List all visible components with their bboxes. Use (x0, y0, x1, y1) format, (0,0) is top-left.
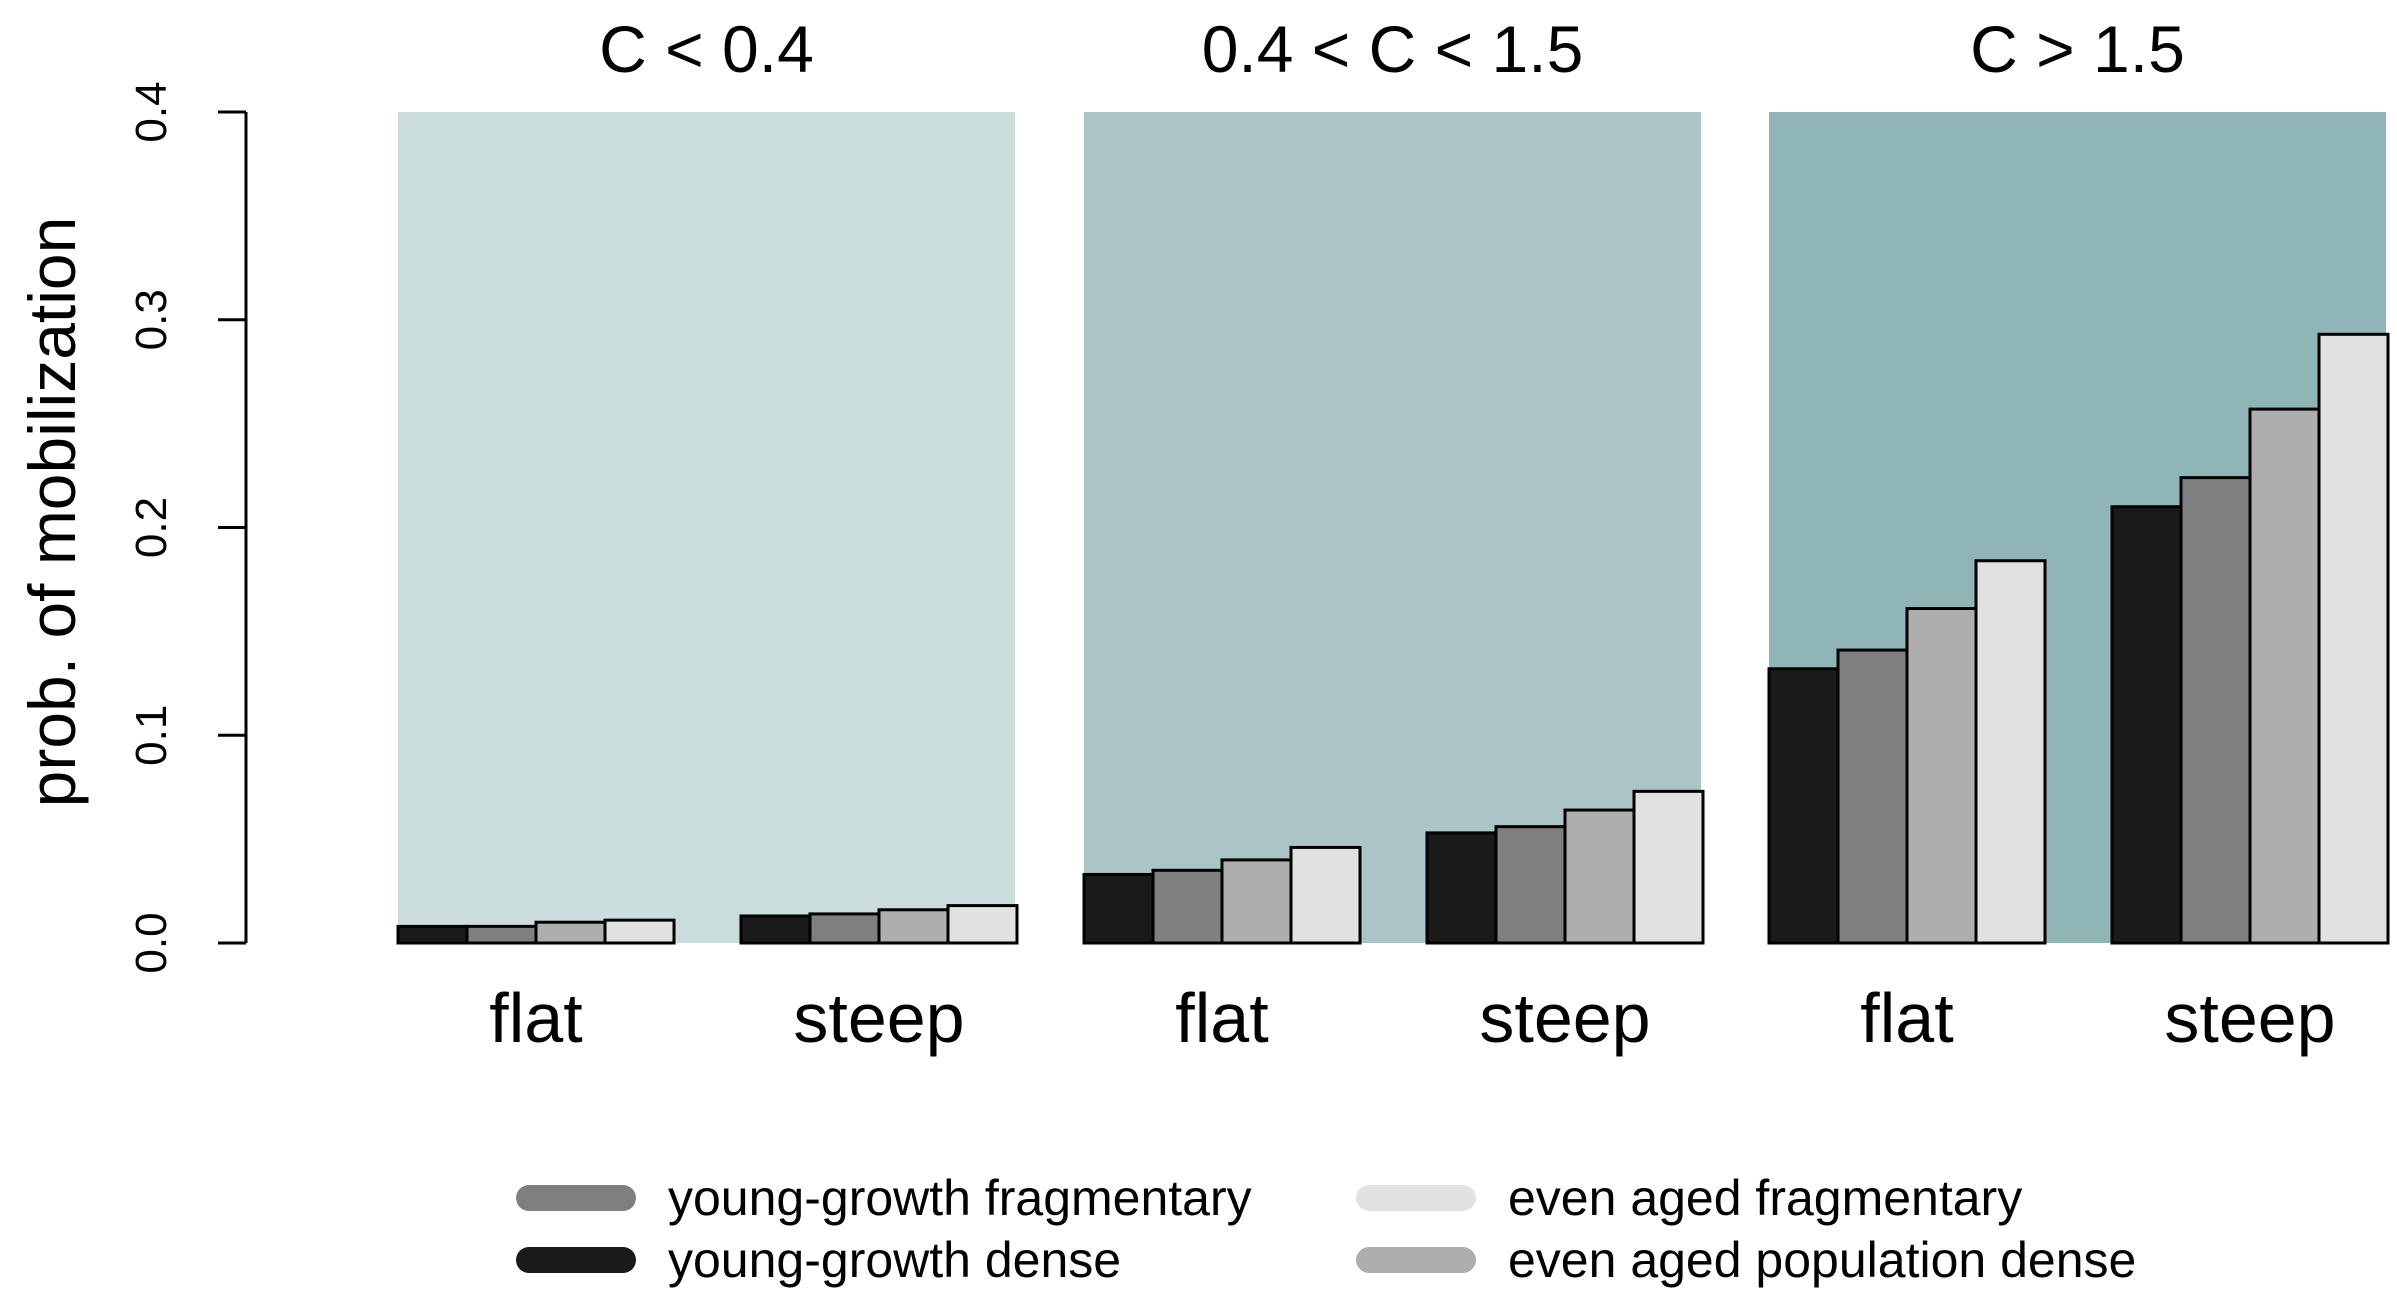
legend-entry: young-growth dense (516, 1232, 1121, 1288)
y-tick-label: 0.3 (127, 289, 176, 350)
bar-steep-series-3 (1563, 808, 1636, 945)
bar-flat-series-4 (1974, 559, 2047, 945)
legend: young-growth fragmentary even aged fragme… (516, 1170, 2136, 1288)
x-category-label: flat (1175, 979, 1268, 1057)
bar-flat-series-1 (1767, 667, 1840, 945)
legend-label: even aged fragmentary (1508, 1170, 2022, 1226)
bar-steep-series-1 (739, 914, 812, 945)
legend-entry: even aged population dense (1356, 1232, 2136, 1288)
bar-flat-series-2 (1151, 868, 1224, 945)
bar-flat-series-2 (465, 924, 538, 945)
panel-background (398, 112, 1015, 943)
legend-swatch (516, 1247, 636, 1273)
legend-label: young-growth dense (668, 1232, 1121, 1288)
panel-2: 0.4 < C < 1.5 flat steep (1082, 12, 1705, 1057)
bar-flat-series-3 (1905, 607, 1978, 945)
panel-background (1084, 112, 1701, 943)
panel-title: C > 1.5 (1970, 12, 2185, 86)
bar-steep-series-1 (2110, 505, 2183, 945)
y-tick-label: 0.4 (127, 81, 176, 142)
x-category-label: steep (2164, 979, 2335, 1057)
x-category-label: flat (1860, 979, 1953, 1057)
bar-steep-series-4 (946, 904, 1019, 945)
y-tick-label: 0.2 (127, 497, 176, 558)
y-tick-label: 0.1 (127, 705, 176, 766)
bar-flat-series-2 (1836, 648, 1909, 945)
bar-flat-series-3 (534, 920, 607, 945)
panel-title: C < 0.4 (599, 12, 814, 86)
bar-steep-series-4 (1632, 789, 1705, 945)
legend-entry: even aged fragmentary (1356, 1170, 2022, 1226)
bar-steep-series-2 (2179, 476, 2252, 945)
bar-steep-series-3 (2248, 407, 2321, 945)
legend-swatch (516, 1185, 636, 1211)
bar-flat-series-1 (1082, 872, 1155, 945)
x-category-label: steep (793, 979, 964, 1057)
y-axis: 0.0 0.1 0.2 0.3 0.4 (127, 81, 248, 974)
x-category-label: steep (1479, 979, 1650, 1057)
panel-title: 0.4 < C < 1.5 (1202, 12, 1584, 86)
bar-steep-series-2 (1494, 825, 1567, 945)
legend-label: even aged population dense (1508, 1232, 2136, 1288)
bar-flat-series-3 (1220, 858, 1293, 945)
bar-flat-series-1 (396, 924, 469, 945)
bar-flat-series-4 (1289, 845, 1362, 945)
bar-steep-series-1 (1425, 831, 1498, 945)
bar-steep-series-2 (808, 912, 881, 945)
legend-swatch (1356, 1185, 1476, 1211)
bar-flat-series-4 (603, 918, 676, 945)
y-axis-label: prob. of mobilization (15, 217, 89, 808)
bar-steep-series-4 (2317, 332, 2390, 945)
legend-label: young-growth fragmentary (668, 1170, 1252, 1226)
panel-3: C > 1.5 flat steep (1767, 12, 2390, 1057)
y-tick-label: 0.0 (127, 912, 176, 973)
x-category-label: flat (489, 979, 582, 1057)
legend-entry: young-growth fragmentary (516, 1170, 1252, 1226)
bar-steep-series-3 (877, 908, 950, 945)
legend-swatch (1356, 1247, 1476, 1273)
panel-1: C < 0.4 flat steep (396, 12, 1019, 1057)
